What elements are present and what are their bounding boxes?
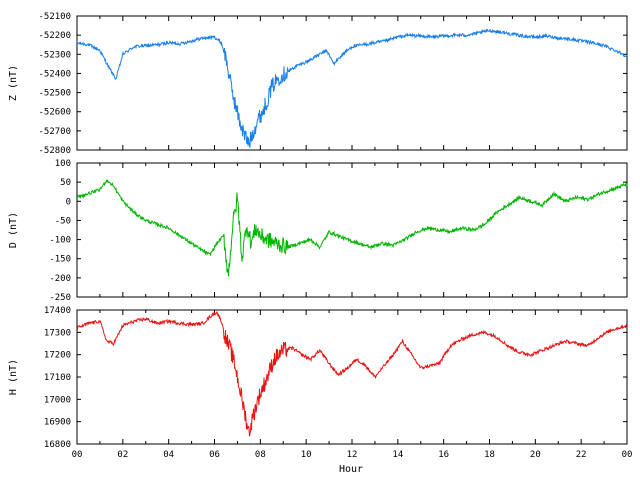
x-tick-label: 10 xyxy=(301,450,312,460)
y-axis-title: Z (nT) xyxy=(8,65,19,101)
y-tick-label: -52100 xyxy=(38,12,71,22)
y-tick-label: 100 xyxy=(55,159,71,169)
x-tick-label: 04 xyxy=(163,450,174,460)
x-tick-label: 20 xyxy=(530,450,541,460)
y-tick-label: -52400 xyxy=(38,69,71,79)
y-tick-label: 17200 xyxy=(44,351,71,361)
y-tick-label: -52600 xyxy=(38,108,71,118)
y-tick-label: 50 xyxy=(60,178,71,188)
y-tick-label: -100 xyxy=(49,236,71,246)
x-tick-label: 00 xyxy=(72,450,83,460)
y-tick-label: -52700 xyxy=(38,127,71,137)
y-tick-label: 16900 xyxy=(44,418,71,428)
y-tick-label: 17100 xyxy=(44,373,71,383)
panel-frame xyxy=(76,309,628,445)
y-tick-label: -52300 xyxy=(38,50,71,60)
x-tick-label: 02 xyxy=(117,450,128,460)
y-tick-label: 16800 xyxy=(44,440,71,450)
y-tick-label: -52800 xyxy=(38,146,71,156)
y-tick-label: -200 xyxy=(49,274,71,284)
y-tick-label: -52500 xyxy=(38,89,71,99)
y-tick-label: 17000 xyxy=(44,395,71,405)
x-tick-label: 06 xyxy=(209,450,220,460)
panel-frame xyxy=(76,162,628,298)
series-line xyxy=(76,28,628,148)
y-tick-label: -50 xyxy=(55,216,71,226)
y-tick-label: -150 xyxy=(49,255,71,265)
x-tick-label: 12 xyxy=(347,450,358,460)
x-tick-label: 22 xyxy=(576,450,587,460)
series-line xyxy=(76,179,628,277)
y-axis-title: H (nT) xyxy=(8,359,19,395)
y-axis-title: D (nT) xyxy=(8,212,19,248)
x-tick-label: 14 xyxy=(392,450,403,460)
x-tick-label: 18 xyxy=(484,450,495,460)
y-tick-label: 0 xyxy=(66,197,71,207)
x-axis-title: Hour xyxy=(339,464,363,475)
y-tick-label: -250 xyxy=(49,293,71,303)
y-tick-label: -52200 xyxy=(38,31,71,41)
x-tick-label: 16 xyxy=(438,450,449,460)
panel-2: 17400 17300 17200 17100 17000 16900 16800 H (nT… xyxy=(8,306,632,460)
x-tick-label: 00 xyxy=(622,450,633,460)
y-tick-label: 17400 xyxy=(44,306,71,316)
x-tick-label: 08 xyxy=(255,450,266,460)
y-tick-label: 17300 xyxy=(44,328,71,338)
panel-1: 100 50 0 -50 -100 -150 -200 -250 D (nT) xyxy=(8,159,628,303)
chart-panels: -52100 -52200 -52300 -52400 -52500 -52600 -527… xyxy=(8,12,632,460)
series-line xyxy=(76,310,628,437)
panel-0: -52100 -52200 -52300 -52400 -52500 -52600 -527… xyxy=(8,12,628,156)
